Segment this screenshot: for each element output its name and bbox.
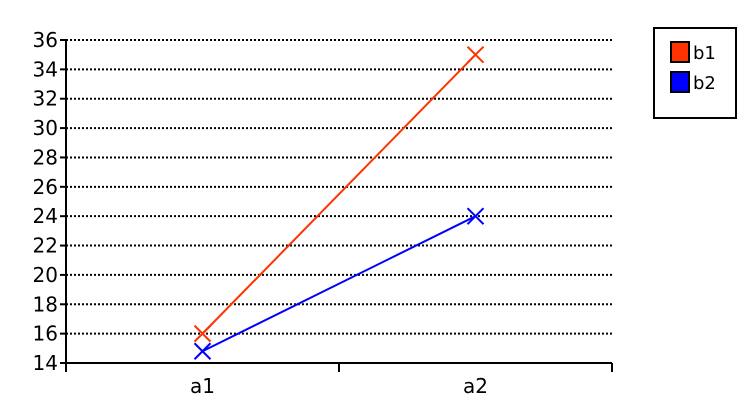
y-tick-label: 30 <box>33 116 58 140</box>
legend-box <box>653 27 737 119</box>
x-axis: a1 a2 <box>60 362 613 398</box>
y-tick-label: 18 <box>33 292 58 316</box>
y-axis: 14 16 18 20 22 24 26 28 30 32 34 36 <box>33 28 67 375</box>
data-point-b2-a2 <box>466 207 485 225</box>
series-line-b2 <box>202 215 476 353</box>
legend-label-b1: b1 <box>693 43 716 64</box>
y-tick-label: 34 <box>33 57 58 81</box>
y-tick-label: 24 <box>33 204 58 228</box>
y-tick-label: 16 <box>33 322 58 346</box>
data-point-b2-a1 <box>193 342 212 360</box>
grid-lines <box>66 39 612 335</box>
y-tick-label: 20 <box>33 263 58 287</box>
y-tick-label: 28 <box>33 145 58 169</box>
y-tick-label: 22 <box>33 234 58 258</box>
y-tick-label: 26 <box>33 175 58 199</box>
x-tick-label: a1 <box>190 374 215 398</box>
y-tick-label: 32 <box>33 87 58 111</box>
series-layer <box>193 45 485 360</box>
y-tick-label: 36 <box>33 28 58 52</box>
legend-swatch-b2 <box>670 71 690 93</box>
data-point-b1-a1 <box>193 324 212 343</box>
y-tick-label: 14 <box>33 351 58 375</box>
data-point-b1-a2 <box>466 45 485 64</box>
legend-label-b2: b2 <box>693 73 716 94</box>
series-line-b1 <box>201 53 477 335</box>
x-tick-label: a2 <box>463 374 488 398</box>
legend-swatch-b1 <box>670 41 690 63</box>
